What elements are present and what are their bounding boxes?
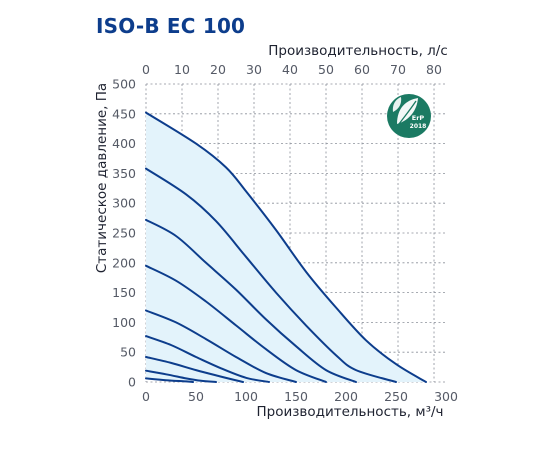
y-tick-label: 300 xyxy=(112,196,136,211)
y-tick-label: 350 xyxy=(112,166,136,181)
y-tick-label: 100 xyxy=(112,315,136,330)
fan-curve-9 xyxy=(145,377,194,383)
y-tick-label: 50 xyxy=(120,345,136,360)
y-tick-label: 150 xyxy=(112,285,136,300)
x-tick-label: 300 xyxy=(434,389,458,404)
x2-tick-label: 70 xyxy=(390,62,406,77)
operating-area xyxy=(146,112,426,382)
fan-curve-7 xyxy=(145,356,244,383)
y-tick-label: 0 xyxy=(128,375,136,390)
chart-title: ISO-B EC 100 xyxy=(96,14,246,38)
y-tick-label: 200 xyxy=(112,255,136,270)
small-leaf-icon xyxy=(392,97,402,112)
x2-tick-label: 0 xyxy=(142,62,150,77)
y-tick-label: 450 xyxy=(112,106,136,121)
y-axis-label: Статическое давление, Па xyxy=(94,83,110,273)
fan-curve-3 xyxy=(145,218,357,383)
x-tick-label: 150 xyxy=(284,389,308,404)
x2-tick-label: 40 xyxy=(282,62,298,77)
y-tick-label: 400 xyxy=(112,136,136,151)
y-tick-label: 250 xyxy=(112,226,136,241)
x-tick-label: 50 xyxy=(188,389,204,404)
bottom-axis-label: Производительность, м³/ч xyxy=(256,404,443,420)
x2-tick-label: 80 xyxy=(426,62,442,77)
x-tick-label: 0 xyxy=(142,389,150,404)
fan-curve-5 xyxy=(145,309,297,383)
fan-curve-4 xyxy=(145,264,327,383)
fan-curve-1 xyxy=(145,111,427,383)
top-axis-label: Производительность, л/с xyxy=(268,43,448,59)
leaf-icon xyxy=(397,98,418,124)
fan-curve-2 xyxy=(145,167,397,383)
leaf-stem-icon xyxy=(398,100,417,125)
badge-line2: 2018 xyxy=(410,123,427,130)
x2-tick-label: 60 xyxy=(354,62,370,77)
x2-tick-label: 10 xyxy=(174,62,190,77)
badge-line1: ErP xyxy=(412,114,425,122)
x2-tick-label: 20 xyxy=(210,62,226,77)
x2-tick-label: 30 xyxy=(246,62,262,77)
x-tick-label: 200 xyxy=(334,389,358,404)
curve-layer xyxy=(145,111,427,383)
fan-curve-6 xyxy=(145,335,270,383)
fan-curve-8 xyxy=(145,369,217,383)
erp-2018-badge: ErP 2018 xyxy=(387,94,431,138)
x-tick-label: 250 xyxy=(384,389,408,404)
x2-tick-label: 50 xyxy=(318,62,334,77)
y-tick-label: 500 xyxy=(112,77,136,92)
x-tick-label: 100 xyxy=(234,389,258,404)
